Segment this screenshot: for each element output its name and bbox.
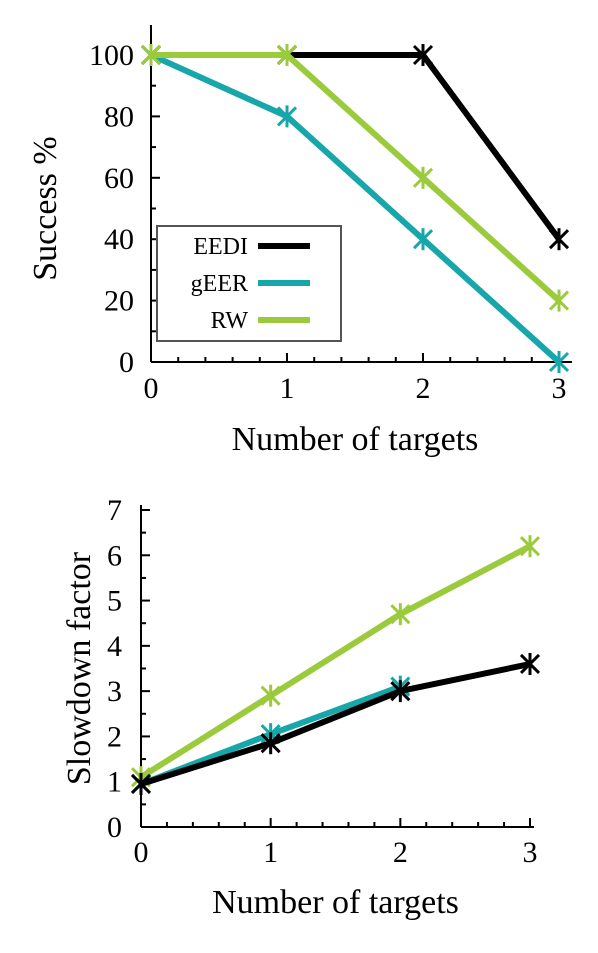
data-point-rw — [260, 684, 281, 707]
data-point-eedi — [548, 228, 570, 251]
slowdown-chart: 0 1 2 3 4 5 6 7 0 1 2 3 Number of targets Slowdown fa… — [61, 494, 541, 921]
x-tick-label: 0 — [134, 836, 149, 869]
data-point-rw — [390, 603, 411, 626]
y-tick-label: 4 — [107, 630, 122, 663]
series-line-rw — [139, 543, 532, 780]
data-point-eedi — [130, 772, 152, 795]
data-point-eedi — [519, 652, 541, 675]
y-tick-label: 3 — [107, 675, 122, 708]
data-point-eedi — [412, 44, 434, 66]
y-tick-label: 1 — [107, 766, 122, 799]
y-tick-label: 5 — [107, 585, 122, 618]
success-chart: 0 20 40 60 80 100 0 1 2 3 Number of targets Success… — [27, 25, 572, 458]
y-axis-label: Success % — [27, 136, 64, 280]
series-line-eedi — [140, 661, 531, 787]
x-tick-label: 0 — [144, 372, 159, 405]
data-point-eedi — [390, 680, 411, 703]
y-tick-label: 2 — [107, 720, 122, 753]
data-point-rw — [548, 289, 570, 312]
data-point-geer — [276, 105, 298, 128]
legend-label-geer: gEER — [191, 271, 248, 297]
x-axis-label: Number of targets — [232, 421, 479, 458]
x-axis-label: Number of targets — [212, 884, 459, 921]
data-point-rw — [276, 44, 298, 66]
y-tick-label: 6 — [107, 539, 122, 572]
data-point-rw — [140, 44, 162, 66]
series-line-geer — [149, 52, 562, 365]
series-line-rw — [151, 52, 562, 303]
y-tick-label: 100 — [89, 39, 134, 72]
y-tick-label: 80 — [104, 100, 134, 133]
x-tick-label: 3 — [552, 372, 567, 405]
y-tick-label: 60 — [104, 162, 134, 195]
x-tick-label: 3 — [523, 836, 538, 869]
x-tick-label: 2 — [393, 836, 408, 869]
data-point-geer — [548, 351, 570, 373]
y-tick-label: 0 — [107, 811, 122, 844]
y-tick-label: 20 — [104, 285, 134, 318]
data-point-eedi — [260, 732, 281, 755]
x-tick-label: 2 — [416, 372, 431, 405]
data-point-geer — [412, 228, 434, 251]
x-tick-label: 1 — [280, 372, 295, 405]
data-point-rw — [412, 166, 434, 189]
legend-box — [156, 225, 342, 342]
y-axis-label: Slowdown factor — [61, 551, 98, 785]
legend: EEDI gEER RW — [156, 225, 342, 342]
x-tick-label: 1 — [263, 836, 278, 869]
legend-label-rw: RW — [211, 308, 249, 334]
y-tick-label: 7 — [107, 494, 122, 527]
y-tick-label: 40 — [104, 223, 134, 256]
y-tick-label: 0 — [119, 346, 134, 379]
data-point-rw — [519, 535, 541, 558]
legend-label-eedi: EEDI — [193, 234, 248, 260]
